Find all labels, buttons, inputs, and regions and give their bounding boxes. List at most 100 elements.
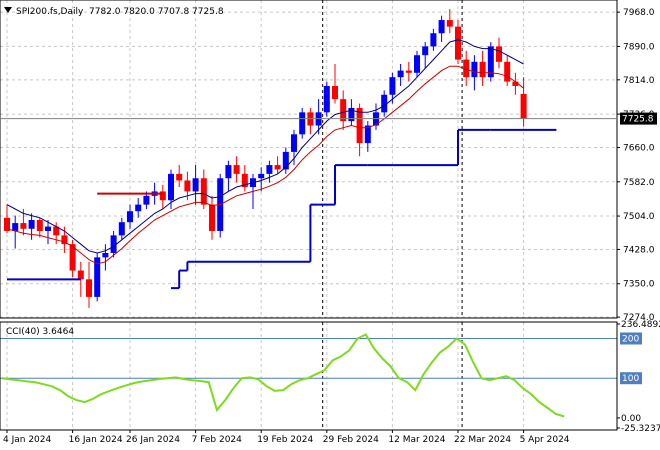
cci-tick-label: -25.3237 xyxy=(621,424,660,434)
candle-body xyxy=(340,99,347,122)
candle-body xyxy=(455,26,461,60)
candle-body xyxy=(438,20,445,34)
cci-tick-label: 0.00 xyxy=(621,414,641,424)
candle-body xyxy=(20,223,27,229)
candle-body xyxy=(168,173,174,201)
moving-averages xyxy=(6,39,524,265)
candle-body xyxy=(282,151,289,170)
candle-body xyxy=(159,191,166,201)
cci-panel-frame xyxy=(0,321,618,431)
candle-body xyxy=(422,46,429,56)
cci-line xyxy=(1,333,565,418)
candle-body xyxy=(356,107,363,144)
candle-body xyxy=(323,85,330,113)
price-tick-label: 7814.0 xyxy=(623,76,655,86)
candle-body xyxy=(463,59,470,78)
cci-level-badge xyxy=(620,332,642,345)
stop-lines xyxy=(7,128,557,290)
candle-body xyxy=(332,85,338,100)
price-tick-label: 7504.0 xyxy=(623,212,655,222)
candle-body xyxy=(446,20,453,27)
period-separators xyxy=(322,0,463,430)
candle-body xyxy=(405,70,412,73)
candle-body xyxy=(414,55,420,73)
cci-tick-label: 236.4892 xyxy=(621,320,660,330)
candle-body xyxy=(430,33,437,47)
date-tick-label: 29 Feb 2024 xyxy=(323,435,379,445)
cci-tick-label: 200 xyxy=(622,334,639,344)
candle-body xyxy=(77,270,84,280)
candle-body xyxy=(61,235,68,245)
candle-body xyxy=(299,112,306,135)
candle-body xyxy=(266,165,273,174)
date-tick-label: 12 Mar 2024 xyxy=(388,435,445,445)
current-price-label: 7725.8 xyxy=(622,115,654,125)
candle-body xyxy=(520,93,527,119)
date-tick-label: 26 Jan 2024 xyxy=(126,435,180,445)
candle-body xyxy=(45,226,51,231)
candle-body xyxy=(200,178,207,205)
candles xyxy=(4,9,527,308)
candle-body xyxy=(496,46,502,62)
candle-body xyxy=(364,125,371,144)
candle-body xyxy=(110,235,117,253)
date-tick-label: 7 Feb 2024 xyxy=(192,435,243,445)
cci-panel: 236.4892 200 100 0.00-25.3237 xyxy=(0,320,660,434)
candle-body xyxy=(127,211,133,223)
candle-body xyxy=(94,257,101,297)
date-tick-label: 5 Apr 2024 xyxy=(520,435,570,445)
candle-body xyxy=(69,244,76,271)
candle-body xyxy=(86,279,92,297)
ma-fast-line xyxy=(6,39,524,254)
candle-body xyxy=(348,107,355,122)
candle-body xyxy=(135,204,142,212)
candle-body xyxy=(258,173,265,179)
date-tick-label: 19 Feb 2024 xyxy=(257,435,313,445)
date-tick-label: 16 Jan 2024 xyxy=(69,435,123,445)
price-tick-label: 7274.0 xyxy=(623,313,655,323)
candle-body xyxy=(102,252,109,258)
candle-body xyxy=(4,217,10,231)
price-tick-label: 7428.0 xyxy=(623,245,655,255)
candle-body xyxy=(274,165,281,170)
candle-body xyxy=(512,81,519,86)
candle-body xyxy=(389,77,396,95)
candle-body xyxy=(397,70,404,78)
candle-body xyxy=(28,220,35,229)
candle-body xyxy=(241,173,248,188)
candle-body xyxy=(479,61,486,78)
candle-body xyxy=(143,195,150,205)
candle-body xyxy=(233,165,240,174)
price-tick-label: 7350.0 xyxy=(623,280,655,290)
cci-label: CCI(40) 3.6464 xyxy=(6,327,74,337)
cci-level-badge xyxy=(620,372,642,385)
price-tick-label: 7968.0 xyxy=(623,8,655,18)
candle-body xyxy=(192,178,199,192)
candle-body xyxy=(209,204,215,231)
current-price-badge xyxy=(620,112,657,125)
grid xyxy=(0,0,617,430)
collapse-triangle-icon[interactable] xyxy=(4,7,12,13)
price-tick-label: 7660.0 xyxy=(623,143,655,153)
symbol-label: SPI200.fs,Daily xyxy=(16,7,84,17)
candle-body xyxy=(471,61,478,78)
ohlc-label: 7782.0 7820.0 7707.8 7725.8 xyxy=(89,7,224,17)
candle-body xyxy=(118,222,125,236)
price-panel-frame xyxy=(0,0,618,319)
date-tick-label: 4 Jan 2024 xyxy=(3,435,51,445)
candle-body xyxy=(381,94,388,113)
candle-body xyxy=(12,223,19,231)
price-tick-label: 7890.0 xyxy=(623,42,655,52)
candle-body xyxy=(36,220,43,231)
candle-body xyxy=(225,165,232,179)
price-tick-label: 7582.0 xyxy=(623,178,655,188)
candle-body xyxy=(53,226,60,236)
candle-body xyxy=(184,180,191,192)
date-tick-label: 22 Mar 2024 xyxy=(454,435,511,445)
candle-body xyxy=(504,61,511,82)
candle-body xyxy=(176,173,183,181)
candle-body xyxy=(487,46,494,78)
cci-tick-label: 100 xyxy=(622,374,639,384)
